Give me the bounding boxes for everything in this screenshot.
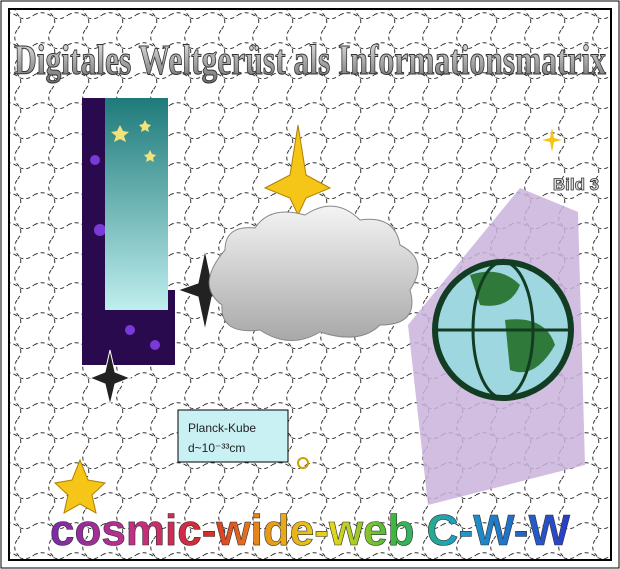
teal-panel xyxy=(105,98,168,310)
box-size: d~10⁻³³cm xyxy=(188,441,245,455)
compass-star xyxy=(88,349,132,406)
gold-star xyxy=(53,458,107,514)
planck-box xyxy=(177,409,289,463)
cloud xyxy=(208,205,419,341)
figure-label: Bild 3 xyxy=(553,175,599,194)
footer-text: cosmic-wide-web C-W-W xyxy=(50,506,570,555)
title: Digitales Weltgerüst als Informationsmat… xyxy=(14,38,606,84)
box-title: Planck-Kube xyxy=(188,421,256,435)
